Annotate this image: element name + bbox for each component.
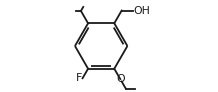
Text: F: F	[76, 73, 82, 83]
Text: OH: OH	[133, 6, 150, 16]
Text: O: O	[116, 74, 124, 84]
